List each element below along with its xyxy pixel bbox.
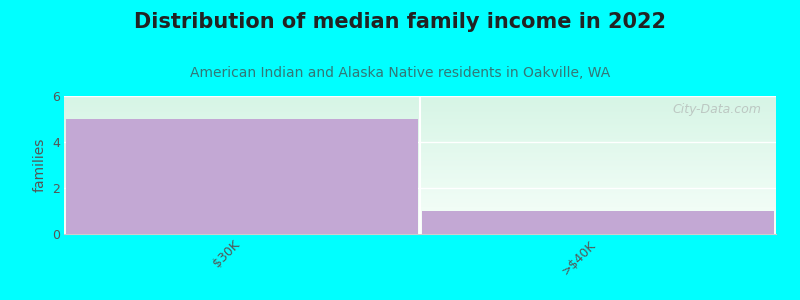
Y-axis label: families: families (32, 138, 46, 192)
Text: Distribution of median family income in 2022: Distribution of median family income in … (134, 12, 666, 32)
Text: American Indian and Alaska Native residents in Oakville, WA: American Indian and Alaska Native reside… (190, 66, 610, 80)
Bar (66, 119, 418, 234)
Text: City-Data.com: City-Data.com (673, 103, 762, 116)
Bar (422, 211, 774, 234)
